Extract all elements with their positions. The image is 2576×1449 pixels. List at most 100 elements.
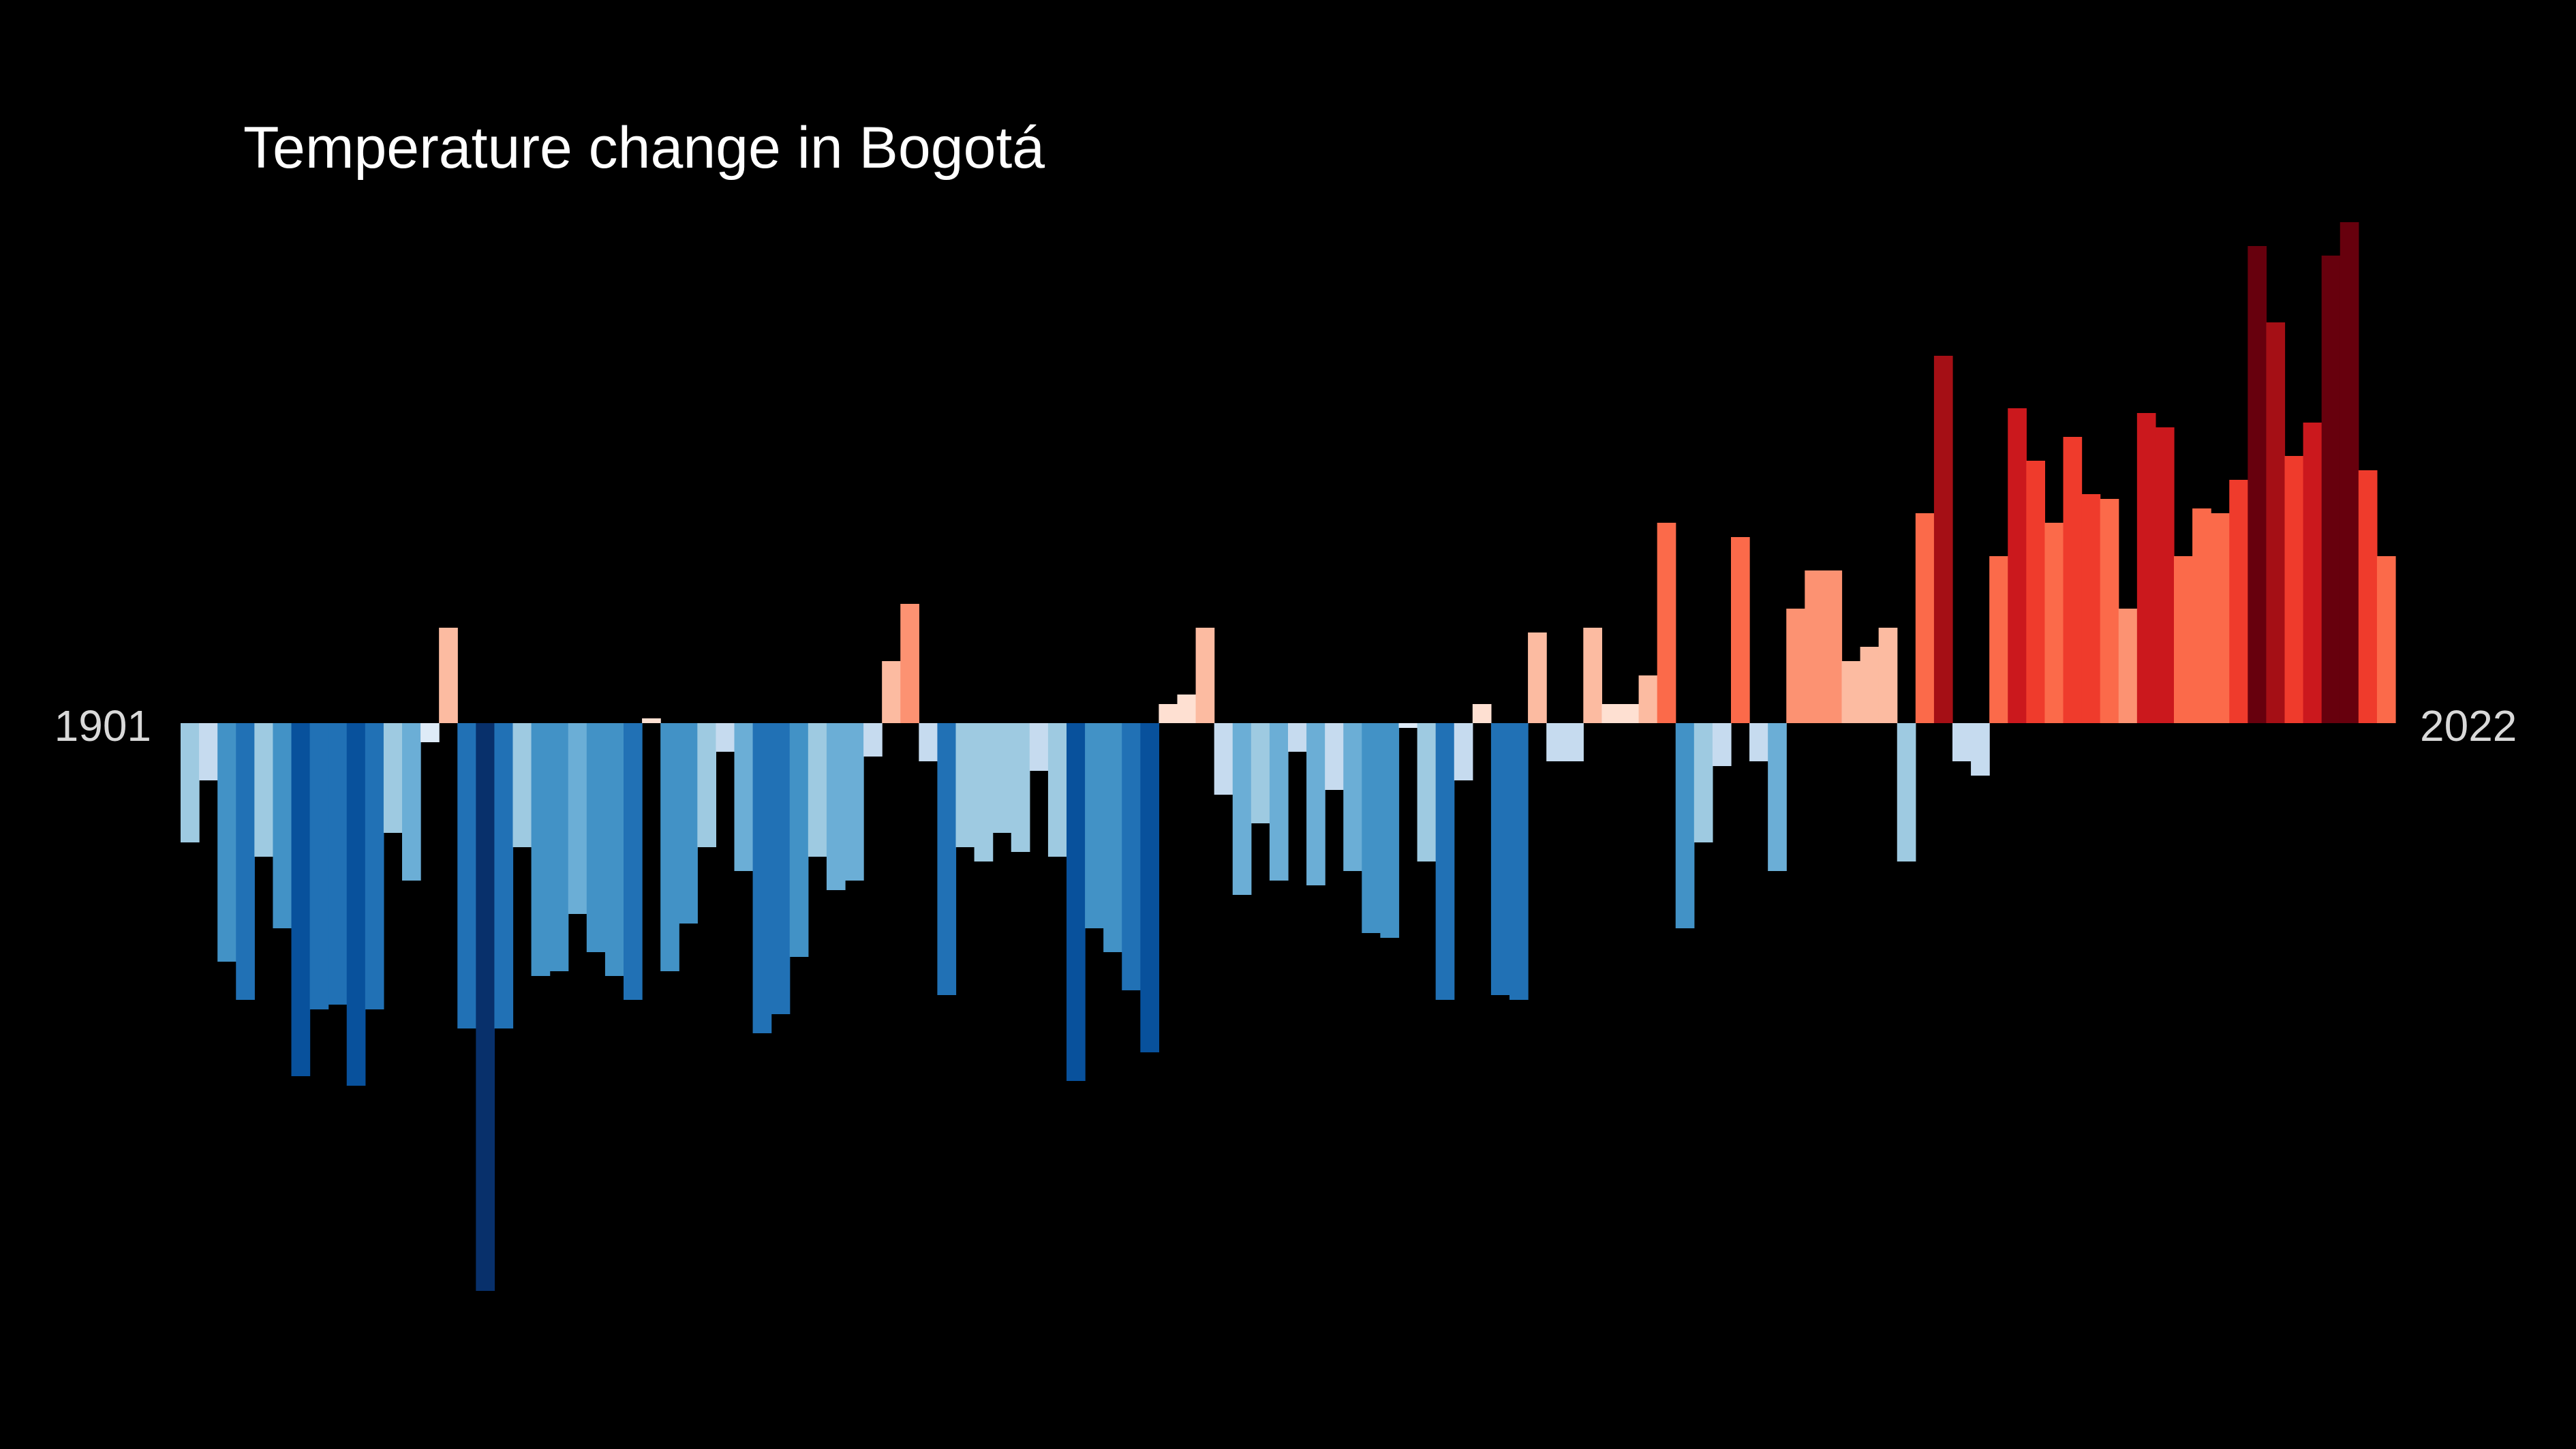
- bar-1961: [1288, 723, 1307, 752]
- bar-1927: [660, 723, 679, 971]
- bar-1924: [604, 723, 624, 976]
- bar-1913: [402, 723, 421, 881]
- bar-1950: [1085, 723, 1104, 928]
- bar-2013: [2248, 246, 2267, 723]
- bar-2005: [2100, 499, 2119, 723]
- bar-1903: [217, 723, 236, 962]
- bar-1988: [1786, 609, 1805, 723]
- bar-1980: [1638, 675, 1658, 723]
- bar-1973: [1509, 723, 1529, 1000]
- bar-1919: [512, 723, 532, 847]
- bar-1942: [937, 723, 957, 995]
- bar-1909: [328, 723, 348, 1005]
- bar-1928: [679, 723, 698, 924]
- bar-1989: [1805, 570, 1824, 723]
- bar-1911: [365, 723, 384, 1009]
- bar-1934: [789, 723, 809, 957]
- bar-1948: [1047, 723, 1067, 857]
- bar-1952: [1122, 723, 1141, 990]
- bar-1933: [771, 723, 791, 1014]
- bar-1936: [826, 723, 846, 890]
- bar-2011: [2211, 513, 2230, 723]
- bar-1915: [439, 628, 458, 723]
- bar-1992: [1860, 647, 1880, 723]
- bar-1905: [254, 723, 274, 857]
- bar-1930: [716, 723, 735, 752]
- bar-1956: [1195, 628, 1215, 723]
- bar-1979: [1620, 704, 1640, 723]
- bar-1946: [1011, 723, 1030, 852]
- bar-1954: [1159, 704, 1178, 723]
- bar-2012: [2229, 480, 2248, 723]
- bar-1953: [1140, 723, 1160, 1052]
- bar-1967: [1398, 723, 1418, 728]
- bar-1958: [1232, 723, 1252, 895]
- bar-1986: [1749, 723, 1768, 761]
- bar-2003: [2063, 437, 2083, 723]
- bar-1970: [1454, 723, 1473, 780]
- bar-1999: [1989, 556, 2008, 723]
- bar-1904: [236, 723, 255, 1000]
- bar-1902: [199, 723, 218, 780]
- bar-1981: [1657, 523, 1676, 723]
- bar-2008: [2155, 427, 2175, 723]
- bar-1922: [568, 723, 587, 914]
- bar-1985: [1731, 537, 1750, 723]
- bar-1963: [1325, 723, 1344, 790]
- bar-1994: [1897, 723, 1916, 861]
- bar-2016: [2303, 423, 2322, 723]
- bar-1906: [273, 723, 292, 928]
- bar-1968: [1417, 723, 1437, 861]
- bar-1947: [1029, 723, 1049, 771]
- bar-1932: [752, 723, 772, 1033]
- bar-1918: [494, 723, 514, 1028]
- bar-1943: [955, 723, 975, 847]
- bar-1991: [1841, 661, 1861, 723]
- bar-2017: [2321, 256, 2341, 723]
- bar-1964: [1343, 723, 1362, 871]
- bar-2015: [2284, 456, 2304, 723]
- bar-1990: [1823, 570, 1843, 723]
- bar-1987: [1768, 723, 1787, 871]
- bar-1965: [1362, 723, 1381, 933]
- bar-1998: [1971, 723, 1990, 776]
- bar-1912: [383, 723, 403, 833]
- bar-1914: [420, 723, 440, 742]
- bar-2018: [2340, 222, 2359, 723]
- bar-1997: [1952, 723, 1972, 761]
- bar-2004: [2081, 494, 2101, 723]
- bar-1993: [1878, 628, 1898, 723]
- bar-1908: [309, 723, 329, 1009]
- bar-1975: [1546, 723, 1565, 761]
- bar-1901: [181, 723, 200, 842]
- chart-title: Temperature change in Bogotá: [243, 115, 1045, 181]
- bar-1923: [586, 723, 606, 952]
- bar-1976: [1565, 723, 1584, 761]
- bar-group: [181, 222, 2396, 1291]
- bar-1938: [863, 723, 883, 757]
- bar-1959: [1251, 723, 1270, 823]
- bar-1945: [992, 723, 1012, 833]
- bar-2019: [2358, 470, 2378, 723]
- bar-1977: [1583, 628, 1603, 723]
- bar-1984: [1712, 723, 1732, 766]
- bar-1978: [1601, 704, 1621, 723]
- bar-2000: [2008, 408, 2027, 723]
- bar-1941: [919, 723, 938, 761]
- bar-1974: [1528, 632, 1547, 723]
- bar-1983: [1693, 723, 1713, 842]
- bar-1996: [1933, 356, 1953, 723]
- bar-1929: [697, 723, 717, 847]
- bar-1944: [974, 723, 994, 861]
- bar-1955: [1177, 695, 1197, 723]
- end-year-label: 2022: [2420, 701, 2517, 750]
- bar-2007: [2136, 413, 2156, 723]
- bar-1939: [882, 661, 901, 723]
- bar-1971: [1472, 704, 1492, 723]
- bar-1960: [1269, 723, 1289, 881]
- bar-2014: [2266, 322, 2286, 723]
- bar-1995: [1915, 513, 1935, 723]
- bar-1937: [845, 723, 864, 881]
- bar-1969: [1435, 723, 1455, 1000]
- bar-1935: [808, 723, 827, 857]
